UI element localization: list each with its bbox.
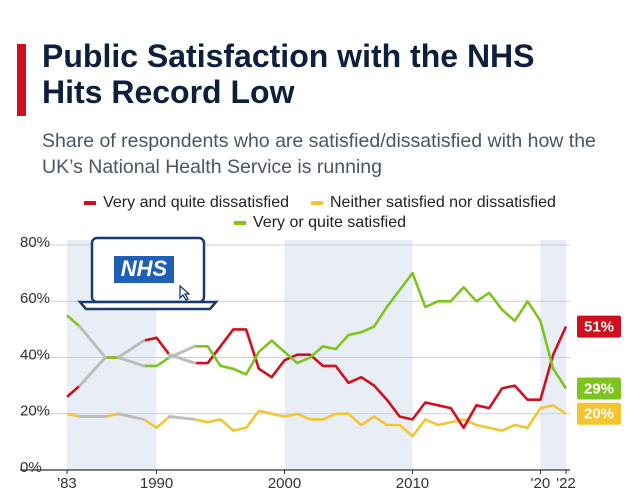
gap-connector xyxy=(116,412,146,421)
y-tick-label: 20% xyxy=(20,403,50,420)
gap-connector xyxy=(116,356,146,368)
legend-swatch xyxy=(311,201,323,205)
legend: Very and quite dissatisfied Neither satis… xyxy=(40,194,600,232)
cursor xyxy=(179,284,191,301)
gap-connector xyxy=(116,339,146,359)
end-label-box xyxy=(577,402,621,425)
legend-item: Very or quite satisfied xyxy=(40,214,600,232)
nhs-logo-text: NHS xyxy=(121,256,168,281)
x-tick-label: '83 xyxy=(57,475,77,492)
x-tick-label: 1990 xyxy=(140,475,173,492)
legend-label: Very and quite dissatisfied xyxy=(103,194,289,211)
legend-label: Neither satisfied nor dissatisfied xyxy=(330,194,556,211)
end-label: 29% xyxy=(584,380,614,397)
y-tick-label: 80% xyxy=(20,234,50,251)
legend-swatch xyxy=(234,221,247,225)
x-tick-label: 2000 xyxy=(268,475,301,492)
gap-connector xyxy=(78,356,107,388)
legend-swatch xyxy=(84,201,97,205)
y-tick-label: 0% xyxy=(20,459,42,476)
gap-connector xyxy=(167,415,197,421)
chart-title: Public Satisfaction with the NHS Hits Re… xyxy=(42,38,535,110)
accent-bar xyxy=(17,44,26,116)
y-tick-label: 40% xyxy=(20,346,50,363)
end-label: 20% xyxy=(584,406,614,423)
nhs-icon: NHS xyxy=(77,236,219,311)
end-label: 51% xyxy=(584,319,614,336)
laptop-base xyxy=(77,300,219,311)
nhs-badge xyxy=(114,256,174,283)
x-tick-label: '20 xyxy=(531,475,551,492)
legend-item: Very and quite dissatisfied xyxy=(84,194,289,212)
y-tick-label: 60% xyxy=(20,290,50,307)
legend-label: Very or quite satisfied xyxy=(253,214,406,231)
legend-item: Neither satisfied nor dissatisfied xyxy=(311,194,556,212)
gap-connector xyxy=(78,325,107,359)
chart-subtitle: Share of respondents who are satisfied/d… xyxy=(42,130,596,178)
end-label-box xyxy=(577,377,621,400)
gap-connector xyxy=(167,344,197,359)
x-tick-label: '22 xyxy=(556,475,576,492)
x-tick-label: 2010 xyxy=(396,475,429,492)
end-label-box xyxy=(577,315,621,338)
